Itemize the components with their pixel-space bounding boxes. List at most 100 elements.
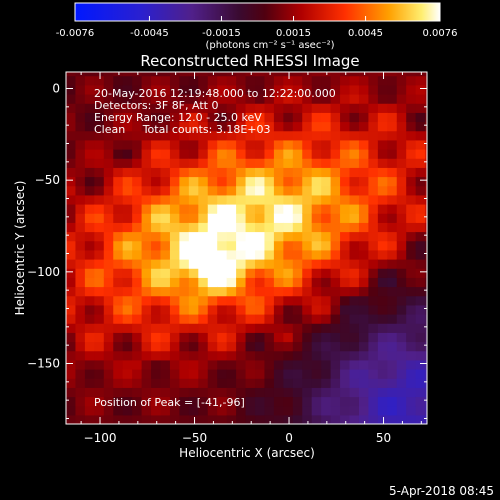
heatmap-cell — [302, 277, 313, 288]
heatmap-cell — [292, 167, 303, 178]
heatmap-cell — [311, 314, 322, 324]
heatmap-cell — [283, 414, 294, 424]
heatmap-cell — [349, 167, 360, 178]
heatmap-cell — [368, 112, 379, 123]
heatmap-cell — [169, 240, 181, 251]
heatmap-cell — [179, 121, 190, 132]
heatmap-cell — [377, 158, 388, 168]
heatmap-cell — [340, 139, 351, 150]
heatmap-cell — [321, 84, 332, 95]
heatmap-cell — [255, 268, 266, 278]
heatmap-cell — [396, 213, 407, 223]
heatmap-cell — [406, 112, 417, 123]
heatmap-cell — [255, 176, 266, 187]
heatmap-cell — [236, 185, 247, 196]
heatmap-cell — [103, 240, 114, 251]
heatmap-cell — [358, 286, 370, 297]
heatmap-cell — [368, 277, 379, 288]
heatmap-cell — [264, 259, 275, 269]
heatmap-cell — [283, 332, 294, 343]
heatmap-cell — [406, 158, 417, 168]
heatmap-cell — [425, 194, 427, 205]
heatmap-cell — [377, 268, 388, 278]
heatmap-cell — [113, 176, 124, 187]
heatmap-cell — [264, 378, 275, 388]
heatmap-cell — [255, 378, 266, 388]
heatmap-cell — [103, 286, 114, 297]
heatmap-cell — [94, 295, 105, 306]
heatmap-cell — [160, 378, 171, 388]
colorbar-tick-label: 0.0015 — [276, 28, 311, 39]
heatmap-cell — [113, 231, 124, 242]
heatmap-cell — [122, 149, 133, 159]
heatmap-cell — [245, 194, 256, 205]
heatmap-cell — [302, 139, 313, 150]
heatmap-cell — [66, 194, 77, 205]
heatmap-cell — [66, 369, 77, 379]
heatmap-cell — [236, 387, 247, 398]
heatmap-cell — [264, 359, 275, 370]
heatmap-cell — [415, 72, 426, 77]
heatmap-cell — [122, 121, 133, 132]
heatmap-cell — [207, 277, 218, 288]
heatmap-cell — [160, 185, 171, 196]
heatmap-cell — [179, 332, 190, 343]
heatmap-cell — [349, 176, 360, 187]
heatmap-cell — [377, 387, 388, 398]
heatmap-cell — [330, 268, 341, 278]
heatmap-cell — [406, 332, 417, 343]
heatmap-cell — [113, 72, 124, 77]
heatmap-cell — [340, 204, 351, 214]
heatmap-cell — [179, 369, 190, 379]
heatmap-cell — [415, 286, 426, 297]
heatmap-cell — [406, 176, 417, 187]
heatmap-cell — [94, 158, 105, 168]
heatmap-cell — [132, 158, 143, 168]
heatmap-cell — [169, 103, 181, 113]
heatmap-cell — [358, 158, 370, 168]
heatmap-cell — [188, 130, 199, 141]
heatmap-cell — [169, 396, 181, 407]
heatmap-cell — [245, 240, 256, 251]
heatmap-cell — [188, 277, 199, 288]
heatmap-cell — [396, 414, 407, 424]
heatmap-cell — [321, 240, 332, 251]
heatmap-cell — [330, 139, 341, 150]
heatmap-cell — [151, 130, 162, 141]
heatmap-cell — [236, 94, 247, 104]
heatmap-cell — [292, 414, 303, 424]
heatmap-cell — [415, 396, 426, 407]
heatmap-cell — [236, 249, 247, 260]
heatmap-cell — [179, 84, 190, 95]
heatmap-cell — [141, 139, 152, 150]
heatmap-cell — [396, 405, 407, 416]
heatmap-cell — [245, 130, 256, 141]
heatmap-cell — [198, 259, 209, 269]
heatmap-cell — [66, 222, 77, 233]
heatmap-cell — [217, 213, 228, 223]
heatmap-cell — [103, 231, 114, 242]
heatmap-cell — [406, 204, 417, 214]
heatmap-cell — [151, 414, 162, 424]
heatmap-cell — [188, 405, 199, 416]
heatmap-cell — [113, 167, 124, 178]
heatmap-cell — [66, 359, 77, 370]
heatmap-cell — [188, 112, 199, 123]
heatmap-cell — [94, 323, 105, 333]
heatmap-cell — [387, 231, 398, 242]
heatmap-cell — [113, 75, 124, 86]
heatmap-cell — [226, 103, 237, 113]
heatmap-cell — [188, 332, 199, 343]
heatmap-cell — [425, 94, 427, 104]
heatmap-cell — [217, 185, 228, 196]
heatmap-cell — [396, 369, 407, 379]
y-axis-label: Heliocentric Y (arcsec) — [13, 181, 27, 316]
heatmap-cell — [160, 167, 171, 178]
heatmap-cell — [377, 369, 388, 379]
heatmap-cell — [103, 94, 114, 104]
heatmap-cell — [387, 72, 398, 77]
heatmap-cell — [122, 259, 133, 269]
heatmap-cell — [368, 149, 379, 159]
heatmap-cell — [236, 286, 247, 297]
heatmap-cell — [103, 341, 114, 352]
